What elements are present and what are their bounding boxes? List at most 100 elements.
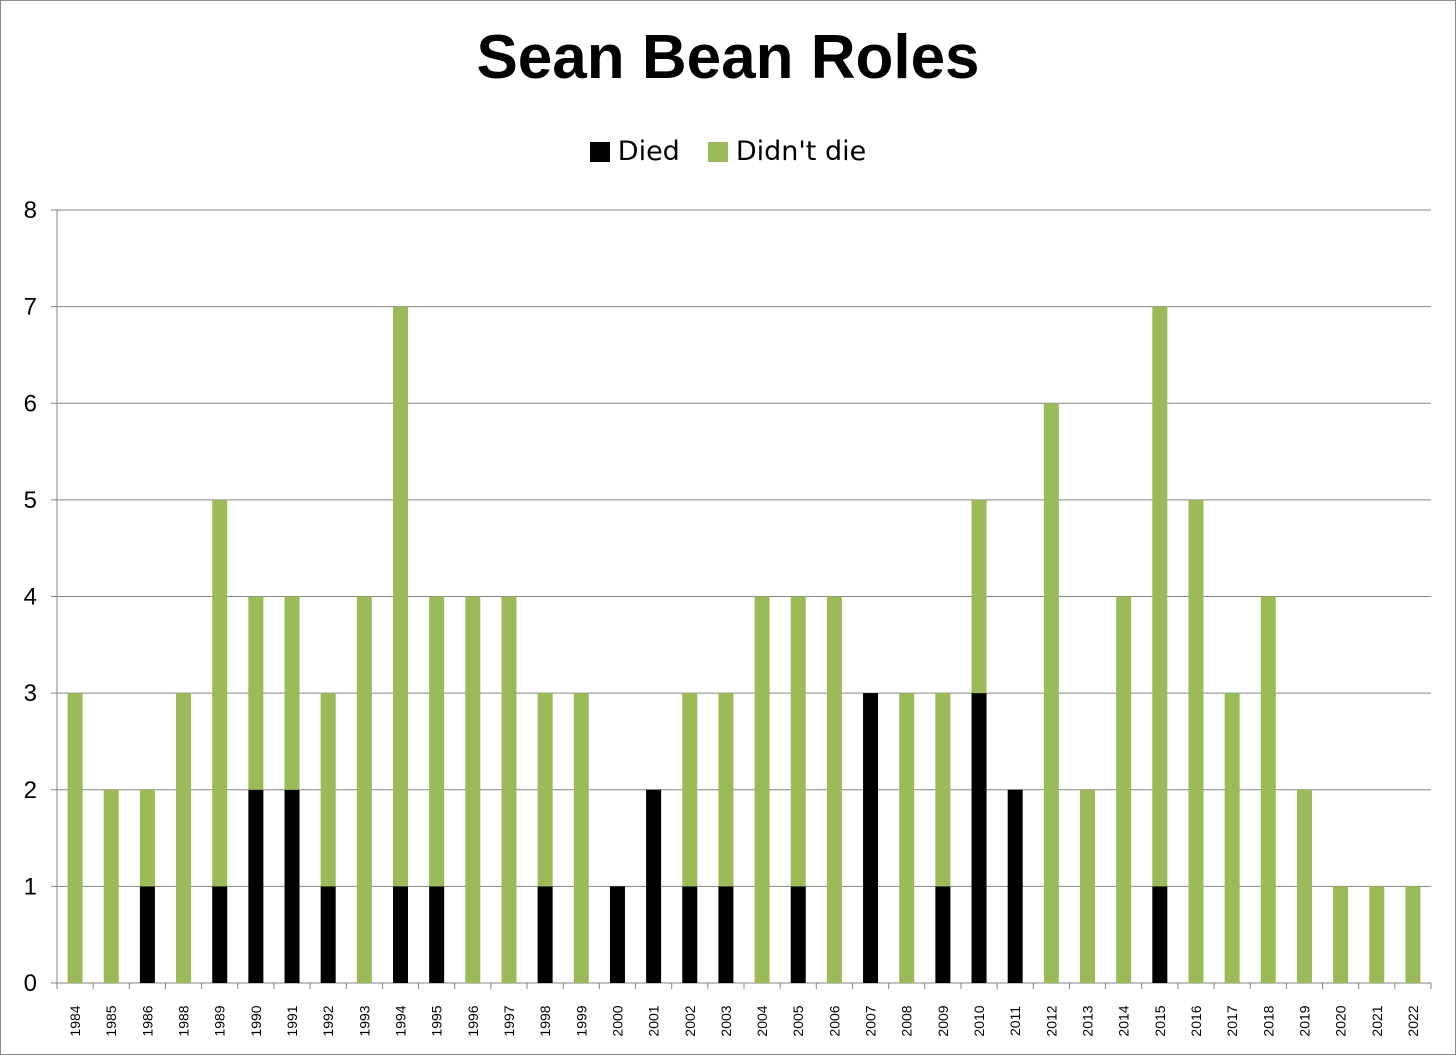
- x-tick-label-2012: 2012: [1043, 1005, 1059, 1036]
- bar-1992-didnt-die: [320, 693, 336, 887]
- bar-2021-didnt-die: [1369, 886, 1385, 983]
- bar-2015-didnt-die: [1152, 306, 1168, 887]
- x-tick-label-2009: 2009: [935, 1005, 951, 1036]
- x-tick-label-2014: 2014: [1116, 1005, 1132, 1036]
- bar-2006-didnt-die: [826, 596, 842, 983]
- bar-2015-died: [1152, 886, 1168, 983]
- x-tick-label-2002: 2002: [682, 1005, 698, 1036]
- x-tick-label-1988: 1988: [176, 1005, 192, 1036]
- x-tick-label-1998: 1998: [537, 1005, 553, 1036]
- x-tick-label-2010: 2010: [971, 1005, 987, 1036]
- bar-1991-died: [284, 789, 300, 983]
- bar-2018-didnt-die: [1260, 596, 1276, 983]
- bar-1994-didnt-die: [393, 306, 408, 887]
- x-tick-label-2017: 2017: [1224, 1005, 1240, 1036]
- legend: Died Didn't die: [0, 136, 1456, 167]
- bar-1986-didnt-die: [139, 789, 155, 887]
- y-tick-label-0: 0: [24, 970, 37, 997]
- y-tick-label-8: 8: [24, 197, 37, 224]
- bar-1988-didnt-die: [176, 693, 192, 983]
- bar-2019-didnt-die: [1296, 789, 1312, 983]
- y-tick-label-1: 1: [24, 873, 37, 900]
- legend-swatch-died: [589, 141, 610, 162]
- x-tick-label-1992: 1992: [320, 1005, 336, 1036]
- y-tick-label-5: 5: [24, 487, 37, 514]
- bar-2003-didnt-die: [718, 693, 734, 887]
- bar-1989-didnt-die: [212, 499, 228, 887]
- x-tick-label-2021: 2021: [1369, 1005, 1385, 1036]
- x-tick-label-1991: 1991: [284, 1005, 300, 1036]
- x-tick-label-2003: 2003: [718, 1005, 734, 1036]
- bar-2009-didnt-die: [935, 693, 951, 887]
- x-tick-label-2008: 2008: [899, 1005, 915, 1036]
- bar-1997-didnt-die: [501, 596, 517, 983]
- x-tick-label-1986: 1986: [139, 1005, 155, 1036]
- x-tick-label-1993: 1993: [356, 1005, 372, 1036]
- bar-1999-didnt-die: [573, 693, 589, 983]
- x-tick-label-2011: 2011: [1007, 1006, 1023, 1036]
- bar-1996-didnt-die: [465, 596, 481, 983]
- x-tick-label-2004: 2004: [754, 1005, 770, 1036]
- legend-swatch-didnt-die: [707, 141, 728, 162]
- bar-2011-died: [1007, 789, 1023, 983]
- bar-2010-didnt-die: [971, 499, 987, 694]
- bar-2010-died: [971, 693, 987, 983]
- legend-item-died: Died: [589, 136, 680, 167]
- x-tick-label-2001: 2001: [646, 1005, 662, 1036]
- bar-2005-didnt-die: [790, 596, 806, 887]
- bar-1998-didnt-die: [537, 693, 553, 887]
- bar-2007-died: [863, 693, 879, 983]
- x-tick-label-1985: 1985: [103, 1005, 119, 1036]
- bar-1992-died: [320, 886, 336, 983]
- x-tick-label-2018: 2018: [1260, 1005, 1276, 1036]
- bar-1989-died: [212, 886, 228, 983]
- bar-1991-didnt-die: [284, 596, 300, 790]
- y-tick-label-7: 7: [24, 294, 37, 321]
- x-tick-label-1995: 1995: [429, 1005, 445, 1036]
- bar-1985-didnt-die: [103, 789, 119, 983]
- legend-label-died: Died: [617, 136, 680, 167]
- bar-1995-died: [429, 886, 445, 983]
- bar-1998-died: [537, 886, 553, 983]
- bar-2005-died: [790, 886, 806, 983]
- y-tick-label-3: 3: [24, 680, 37, 707]
- x-tick-label-1999: 1999: [573, 1005, 589, 1036]
- y-tick-label-2: 2: [24, 777, 37, 804]
- bar-1984-didnt-die: [67, 693, 83, 983]
- chart-title: Sean Bean Roles: [476, 23, 980, 92]
- bar-2017-didnt-die: [1224, 693, 1240, 983]
- bar-2020-didnt-die: [1333, 886, 1349, 983]
- legend-item-didnt-die: Didn't die: [707, 136, 866, 167]
- x-tick-label-1984: 1984: [67, 1005, 83, 1036]
- bar-2013-didnt-die: [1080, 789, 1095, 983]
- bar-2016-didnt-die: [1188, 499, 1204, 983]
- x-tick-label-2007: 2007: [863, 1005, 879, 1036]
- x-tick-label-1997: 1997: [501, 1005, 517, 1036]
- bar-2001-died: [646, 789, 662, 983]
- bar-2002-didnt-die: [682, 693, 698, 887]
- bar-1993-didnt-die: [356, 596, 372, 983]
- bar-2022-didnt-die: [1405, 886, 1421, 983]
- bar-2008-didnt-die: [899, 693, 915, 983]
- y-tick-label-4: 4: [24, 584, 37, 611]
- x-tick-label-2013: 2013: [1080, 1005, 1096, 1036]
- bar-2002-died: [682, 886, 698, 983]
- bar-2004-didnt-die: [754, 596, 770, 983]
- bar-1986-died: [139, 886, 155, 983]
- y-tick-label-6: 6: [24, 390, 37, 417]
- bar-2009-died: [935, 886, 951, 983]
- x-tick-label-2005: 2005: [790, 1005, 806, 1036]
- bar-1990-didnt-die: [248, 596, 264, 790]
- x-tick-label-1990: 1990: [248, 1005, 264, 1036]
- x-tick-label-1994: 1994: [393, 1005, 409, 1036]
- bar-1995-didnt-die: [429, 596, 445, 887]
- x-tick-label-1989: 1989: [212, 1005, 228, 1036]
- x-tick-label-2000: 2000: [609, 1005, 625, 1036]
- x-tick-label-2016: 2016: [1188, 1005, 1204, 1036]
- x-tick-label-2022: 2022: [1405, 1005, 1421, 1036]
- bar-2000-died: [609, 886, 625, 983]
- bar-2003-died: [718, 886, 734, 983]
- x-tick-label-1996: 1996: [465, 1005, 481, 1036]
- x-tick-label-2006: 2006: [826, 1005, 842, 1036]
